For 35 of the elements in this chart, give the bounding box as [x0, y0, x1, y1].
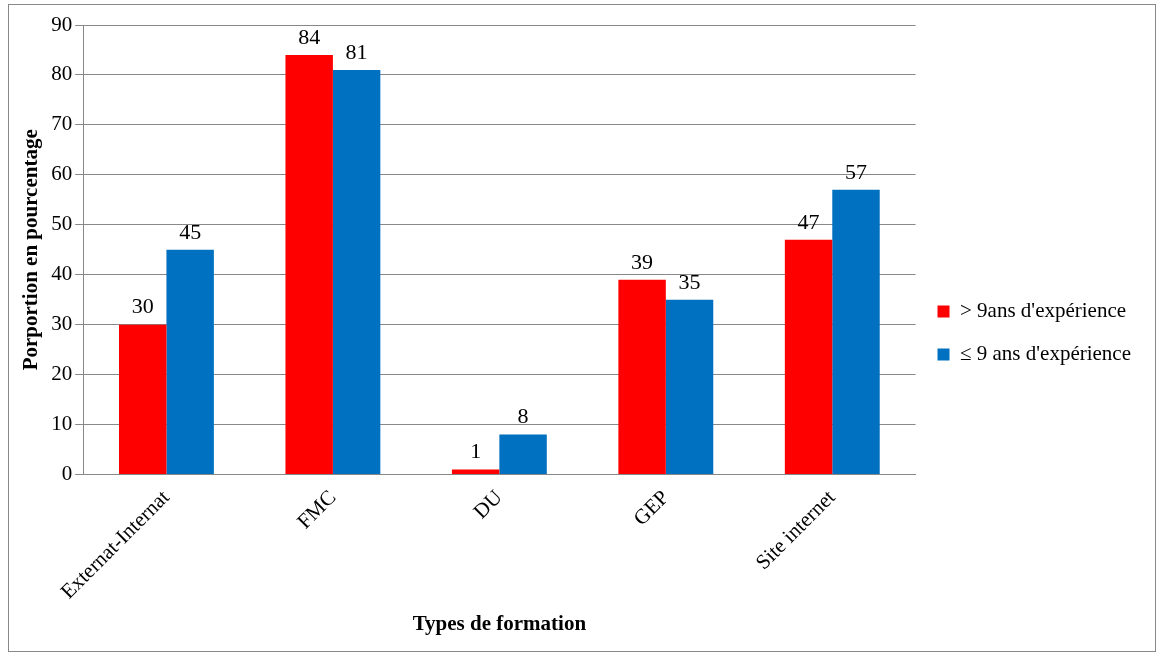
- y-tick-label: 20: [51, 361, 73, 386]
- bar: [332, 69, 381, 475]
- bar: [166, 249, 214, 475]
- data-label: 47: [797, 208, 820, 234]
- bar: [499, 434, 547, 475]
- data-label: 30: [131, 293, 154, 319]
- data-label: 39: [631, 248, 654, 274]
- y-axis-title: Porportion en pourcentage: [18, 129, 43, 371]
- data-label: 1: [470, 438, 482, 464]
- y-tick-label: 30: [51, 311, 73, 336]
- y-tick-label: 70: [51, 111, 73, 136]
- bar: [285, 54, 333, 475]
- data-label: 84: [298, 23, 321, 49]
- y-tick-label: 0: [61, 461, 73, 486]
- data-label: 35: [678, 268, 701, 294]
- y-tick-label: 60: [51, 161, 73, 186]
- y-tick-label: 10: [51, 411, 73, 436]
- bar: [118, 324, 167, 475]
- bar: [665, 299, 714, 475]
- y-tick-label: 90: [51, 11, 73, 36]
- legend-label: > 9ans d'expérience: [960, 298, 1127, 323]
- data-label: 8: [517, 403, 529, 429]
- data-label: 57: [845, 158, 868, 184]
- data-label: 81: [345, 38, 368, 64]
- bar: [832, 189, 880, 475]
- x-tick-label: DU: [468, 484, 507, 524]
- y-tick-label: 40: [51, 261, 73, 286]
- bar: [618, 279, 666, 475]
- bar: [784, 239, 833, 475]
- data-label: 45: [179, 218, 202, 244]
- y-tick-label: 50: [51, 211, 73, 236]
- x-tick-label: GEP: [628, 484, 674, 530]
- x-axis-title: Types de formation: [412, 610, 587, 635]
- y-tick-label: 80: [51, 61, 73, 86]
- legend-label: ≤ 9 ans d'expérience: [960, 341, 1131, 366]
